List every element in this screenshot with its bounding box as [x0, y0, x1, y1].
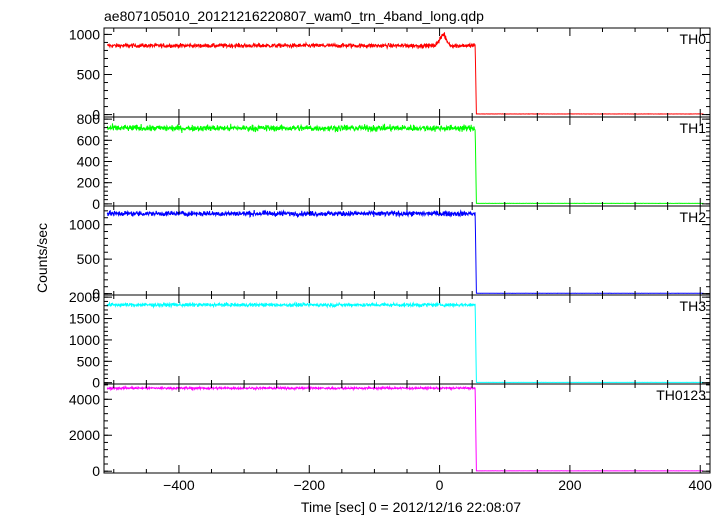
- y-tick-label: 500: [77, 353, 101, 369]
- panel-frame: [103, 27, 711, 118]
- series-line-th0: [106, 32, 704, 115]
- x-axis-label: Time [sec] 0 = 2012/12/16 22:08:07: [301, 499, 521, 515]
- y-tick-label: 2000: [69, 427, 100, 443]
- x-tick-label: 200: [558, 477, 582, 493]
- x-tick-label: −400: [163, 477, 195, 493]
- series-line-th1: [106, 123, 704, 205]
- y-tick-label: 0: [92, 196, 100, 212]
- x-axis: −400 −200 0 200 400: [163, 477, 712, 493]
- y-tick-label: 0: [92, 286, 100, 302]
- x-tick-label: 0: [436, 477, 444, 493]
- series-line-th3: [106, 301, 704, 384]
- y-tick-label: 200: [77, 175, 101, 191]
- y-tick-label: 0: [92, 463, 100, 479]
- y-tick-label: 500: [77, 67, 101, 83]
- panels-group: 0 500 1000 TH0 0 200 400 600 800 TH1 0 500 1000 TH2 0 5…: [69, 26, 711, 479]
- y-tick-label: 1500: [69, 311, 100, 327]
- series-line-th0123: [106, 384, 704, 472]
- panel-label: TH0: [680, 31, 707, 47]
- y-tick-label: 1000: [69, 26, 100, 42]
- panel-th0: 0 500 1000 TH0: [69, 26, 711, 123]
- y-tick-label: 2000: [69, 289, 100, 305]
- y-tick-label: 800: [77, 111, 101, 127]
- panel-th0123: 0 2000 4000 TH0123: [69, 383, 711, 479]
- panel-label: TH2: [680, 209, 707, 225]
- y-tick-label: 1000: [69, 217, 100, 233]
- y-axis-label: Counts/sec: [34, 223, 50, 293]
- panel-th3: 0 500 1000 1500 2000 TH3: [69, 289, 711, 391]
- chart-title: ae807105010_20121216220807_wam0_trn_4ban…: [104, 8, 484, 24]
- y-tick-label: 4000: [69, 391, 100, 407]
- y-tick-label: 500: [77, 251, 101, 267]
- y-tick-label: 0: [92, 107, 100, 123]
- panel-th2: 0 500 1000 TH2: [69, 205, 711, 302]
- panel-label: TH3: [680, 298, 707, 314]
- panel-frame: [103, 294, 711, 385]
- panel-frame: [103, 383, 711, 474]
- panel-label: TH1: [680, 120, 707, 136]
- y-tick-label: 600: [77, 132, 101, 148]
- y-tick-label: 0: [92, 375, 100, 391]
- x-tick-label: 400: [689, 477, 713, 493]
- y-tick-label: 400: [77, 154, 101, 170]
- y-tick-label: 1000: [69, 332, 100, 348]
- panel-frame: [103, 205, 711, 296]
- series-line-th2: [106, 209, 704, 294]
- panel-th1: 0 200 400 600 800 TH1: [77, 111, 711, 212]
- panel-label: TH0123: [656, 387, 706, 403]
- x-tick-label: −200: [293, 477, 325, 493]
